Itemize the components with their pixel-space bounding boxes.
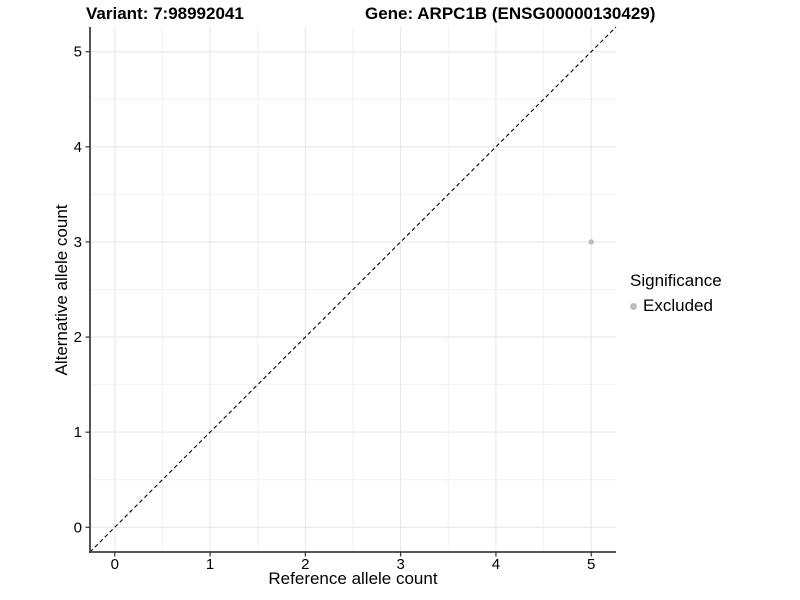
- y-tick-label: 1: [74, 424, 82, 441]
- identity-line: [89, 26, 617, 553]
- x-axis-title: Reference allele count: [268, 569, 438, 588]
- legend: Significance Excluded: [630, 271, 722, 316]
- x-tick-label: 1: [206, 556, 214, 573]
- x-tick-label: 3: [396, 556, 404, 573]
- y-tick-label: 5: [74, 44, 82, 61]
- x-tick-label: 4: [492, 556, 500, 573]
- y-tick-label: 0: [74, 519, 82, 536]
- y-axis-title: Alternative allele count: [52, 204, 71, 376]
- y-tick-label: 4: [74, 139, 82, 156]
- excluded-point-icon: [630, 302, 637, 310]
- legend-item-excluded: Excluded: [630, 296, 722, 316]
- x-tick-label: 0: [111, 556, 119, 573]
- legend-title: Significance: [630, 271, 722, 290]
- y-tick-label: 3: [74, 234, 82, 251]
- x-tick-label: 2: [301, 556, 309, 573]
- variant-title: Variant: 7:98992041: [86, 4, 244, 23]
- gene-title: Gene: ARPC1B (ENSG00000130429): [365, 4, 656, 23]
- legend-item-label: Excluded: [643, 296, 713, 315]
- data-point: [588, 239, 594, 245]
- y-tick-label: 2: [74, 329, 82, 346]
- x-tick-label: 5: [587, 556, 595, 573]
